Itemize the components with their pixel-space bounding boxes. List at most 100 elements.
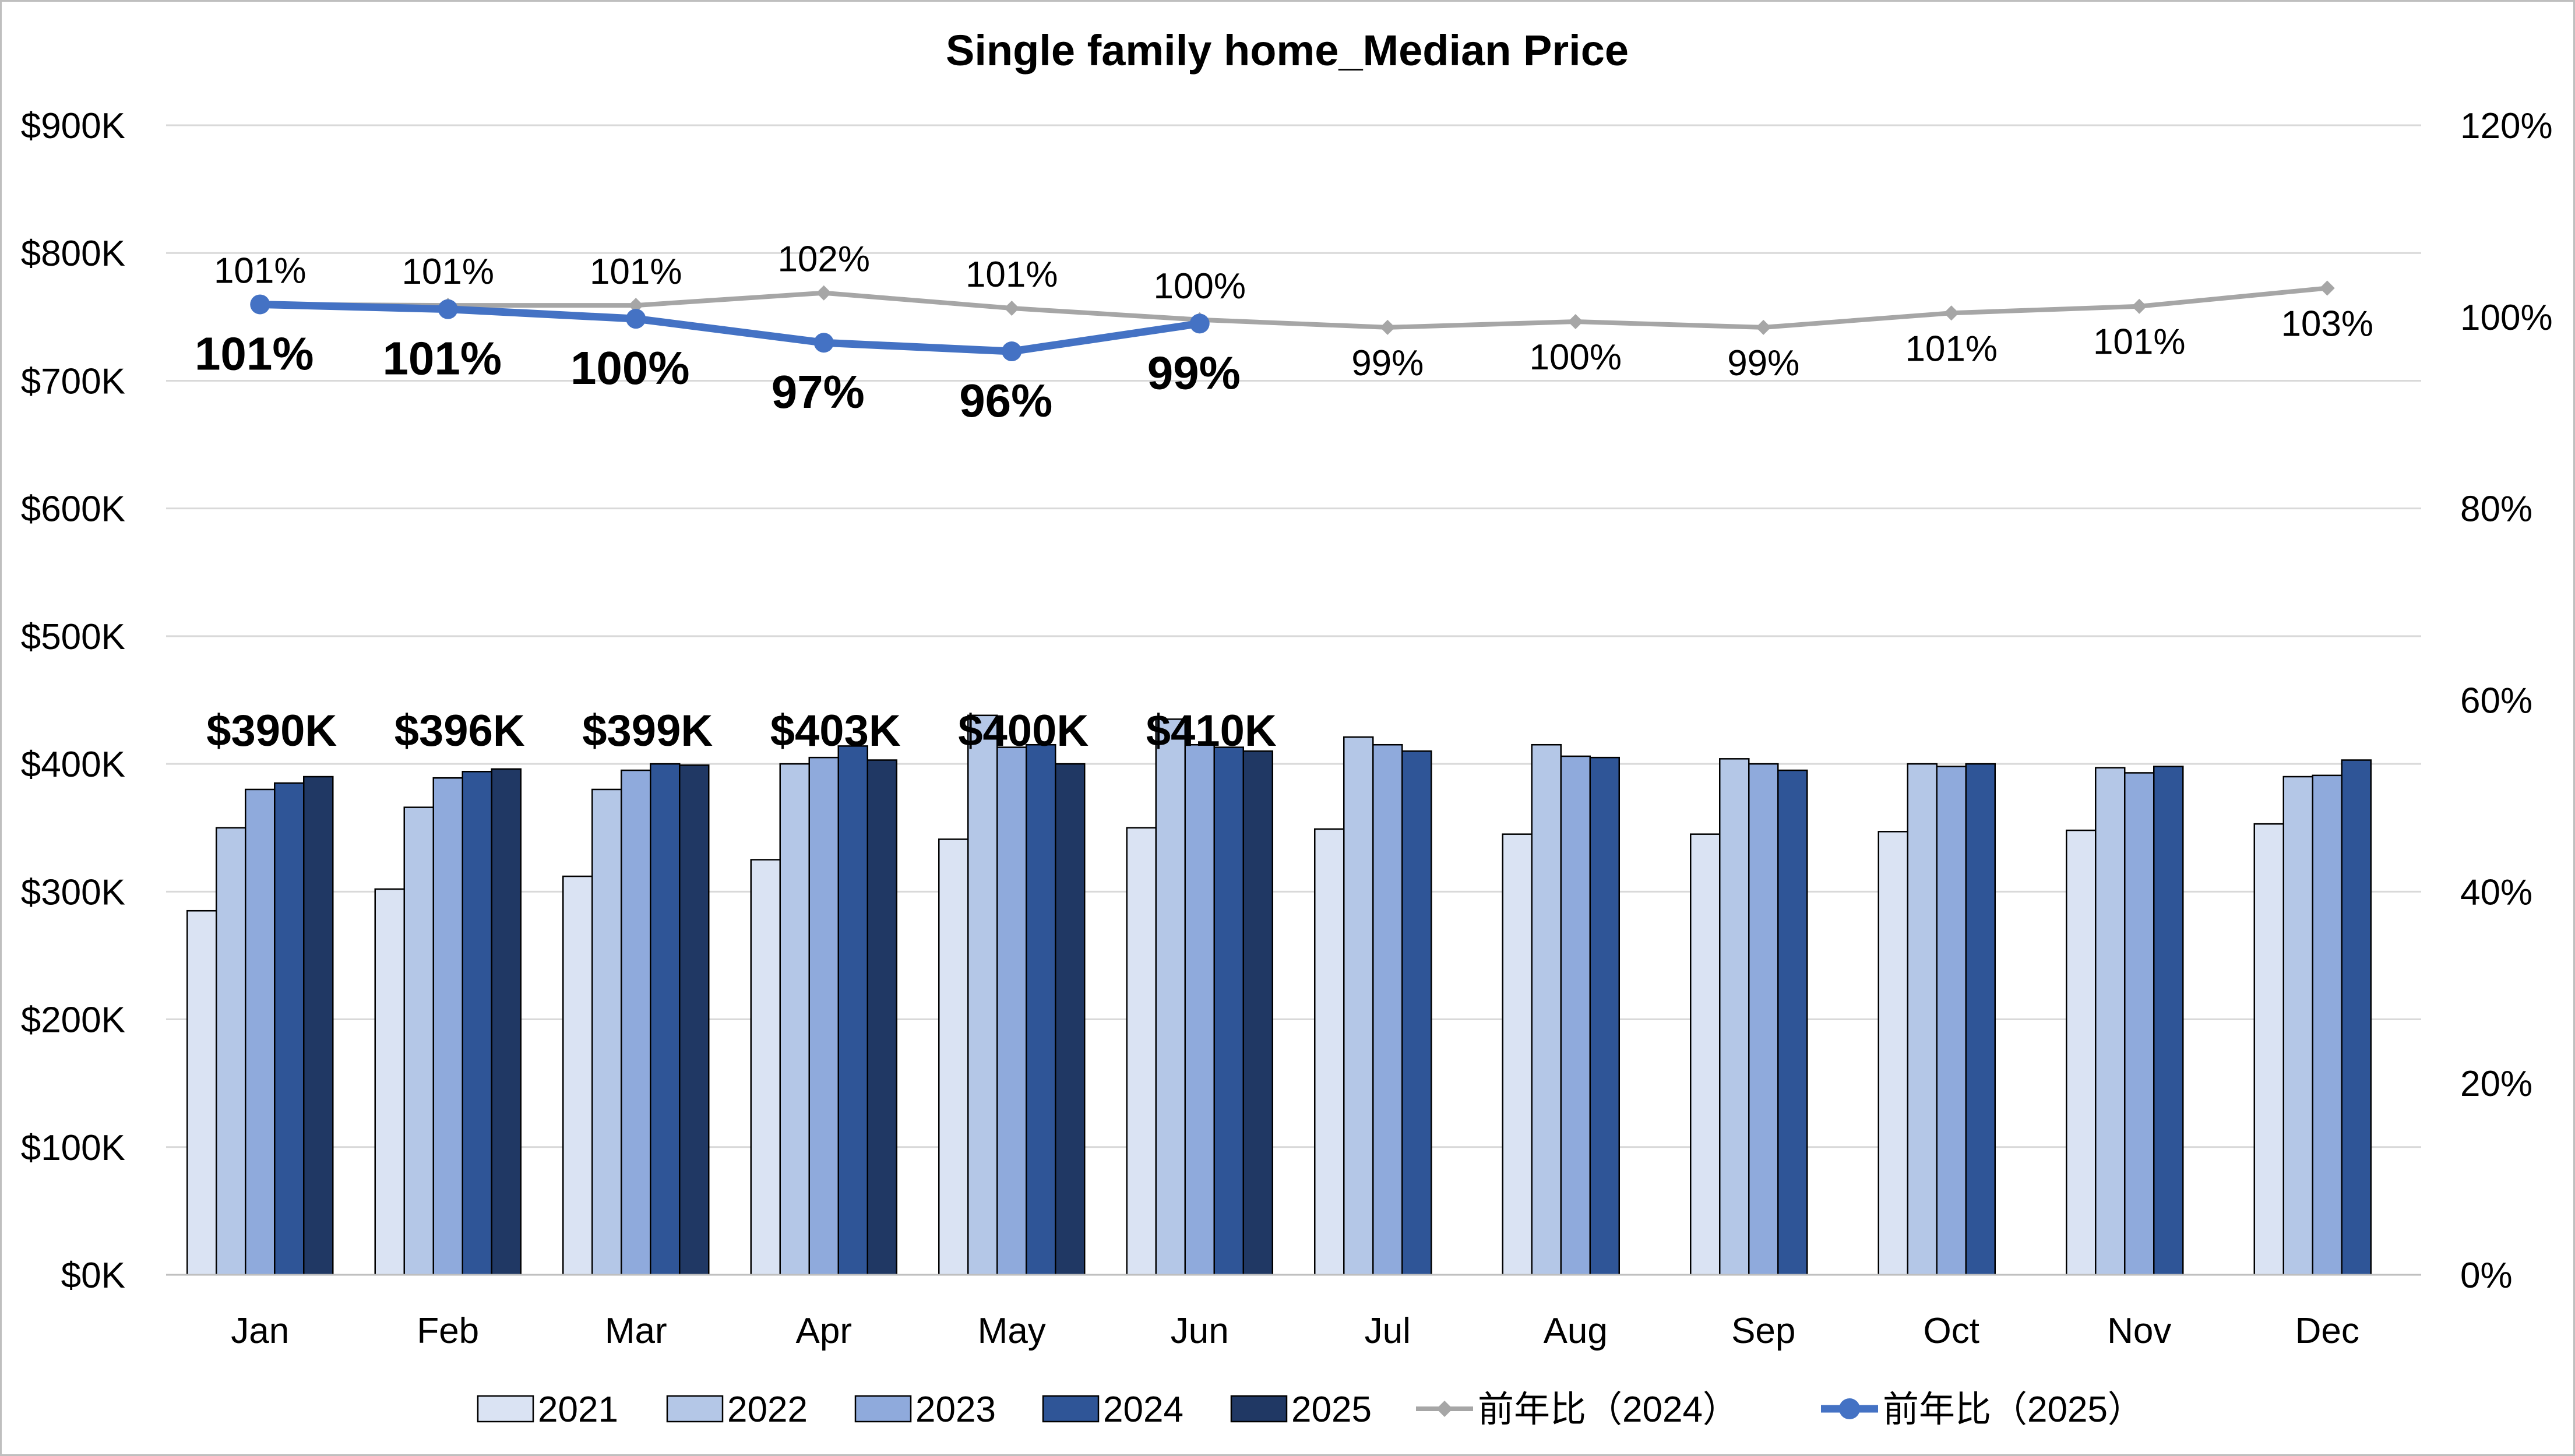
bar-2022-Jun [1155,718,1186,1276]
y2-tick-label: 120% [2460,106,2553,146]
bar-2024-Dec [2341,759,2372,1276]
bar-2022-Dec [2282,775,2313,1276]
bar-2021-Nov [2066,829,2097,1276]
x-tick-label: Jan [231,1311,289,1351]
bar-2022-May [967,714,998,1276]
y-tick-label: $200K [21,1000,125,1041]
legend-swatch-2022 [666,1395,724,1423]
line-data-label-2024: 101% [1905,329,1998,369]
line-前年比（2024） [260,285,2328,330]
x-tick-label: Aug [1544,1311,1608,1351]
legend-marker [1436,1401,1453,1417]
y2-tick-label: 100% [2460,298,2553,338]
bar-2025-Jan [303,775,334,1276]
line-data-label-2025: 101% [382,333,502,385]
bar-2025-Feb [491,768,522,1276]
bar-2024-Jan [274,782,305,1276]
chart-title: Single family home_Median Price [946,26,1629,75]
point-前年比（2025） [250,294,270,315]
bar-2025-Jun [1242,750,1273,1276]
y-tick-label: $900K [21,106,125,146]
bar-2021-Dec [2253,823,2284,1276]
legend-label: 2023 [915,1390,996,1430]
x-tick-label: Dec [2295,1311,2359,1351]
bar-2021-Jun [1126,827,1157,1276]
legend-label: 2021 [538,1390,618,1430]
y2-tick-label: 60% [2460,681,2532,721]
x-tick-label: Feb [417,1311,479,1351]
y-tick-label: $0K [61,1256,125,1296]
bar-2021-Mar [562,875,593,1276]
line-data-label-2024: 101% [966,255,1058,295]
bar-2024-Feb [462,771,492,1276]
bar-2023-Jan [245,788,276,1276]
y-tick-label: $100K [21,1128,125,1168]
legend-swatch-2024 [1042,1395,1100,1423]
line-data-label-2024: 102% [777,239,870,280]
legend-swatch-2025 [1230,1395,1288,1423]
bar-2022-Jul [1343,736,1374,1276]
y2-tick-label: 0% [2460,1256,2513,1296]
bar-2023-Nov [2124,772,2155,1276]
bar-2024-Nov [2153,766,2184,1276]
bar-2022-Feb [403,806,434,1276]
x-tick-label: Sep [1731,1311,1795,1351]
y2-tick-label: 40% [2460,872,2532,912]
line-data-label-2025: 96% [959,375,1052,426]
bar-2023-Sep [1748,763,1779,1276]
bar-data-label-2025: $400K [958,706,1089,756]
line-data-label-2025: 97% [772,366,865,418]
bar-2023-Mar [621,769,651,1276]
point-前年比（2024） [1756,319,1771,335]
x-tick-label: Apr [796,1311,852,1351]
bar-2021-Jul [1314,828,1345,1276]
y2-tick-label: 80% [2460,489,2532,530]
line-data-label-2024: 101% [590,252,682,292]
legend-label: 前年比（2025） [1883,1390,2144,1430]
bar-2024-May [1026,743,1056,1276]
line-data-label-2024: 100% [1153,266,1246,306]
point-前年比（2024） [2132,298,2147,314]
y-tick-label: $800K [21,234,125,274]
y-tick-label: $500K [21,617,125,657]
bar-2021-May [938,838,969,1276]
bar-2024-Sep [1777,769,1808,1276]
point-前年比（2024） [628,298,644,313]
bar-2023-May [996,746,1027,1276]
bar-2021-Feb [374,888,405,1276]
bar-2023-Aug [1560,755,1591,1276]
bar-2022-Jan [216,827,246,1276]
bar-2024-Aug [1589,756,1620,1276]
bar-2025-May [1055,763,1086,1276]
line-data-label-2024: 103% [2281,304,2373,344]
y-tick-label: $700K [21,361,125,401]
x-tick-label: Jun [1171,1311,1229,1351]
bar-2023-Jun [1184,743,1215,1276]
bar-2021-Jan [186,909,217,1276]
bar-data-label-2025: $396K [394,706,525,756]
bar-2024-Oct [1965,763,1996,1276]
y-tick-label: $600K [21,489,125,530]
bar-2021-Apr [750,859,781,1276]
x-tick-label: Nov [2107,1311,2171,1351]
point-前年比（2024） [1380,319,1396,335]
bar-2022-Aug [1531,743,1562,1276]
line-data-label-2024: 101% [2093,322,2186,362]
point-前年比（2025） [1002,341,1022,362]
bar-2022-Nov [2095,767,2126,1276]
legend-label: 2024 [1103,1390,1183,1430]
line-data-label-2024: 99% [1727,343,1799,383]
point-前年比（2025） [1189,313,1210,334]
bar-data-label-2025: $403K [770,706,901,756]
legend-label: 2025 [1291,1390,1372,1430]
point-前年比（2025） [438,299,458,319]
bar-data-label-2025: $399K [582,706,713,756]
bar-2025-Apr [866,759,897,1276]
bar-2023-Feb [432,777,463,1276]
y-tick-label: $400K [21,745,125,785]
line-data-label-2025: 100% [570,342,690,394]
bar-2023-Apr [808,756,839,1276]
x-tick-label: Mar [605,1311,667,1351]
line-data-label-2025: 99% [1147,347,1241,399]
